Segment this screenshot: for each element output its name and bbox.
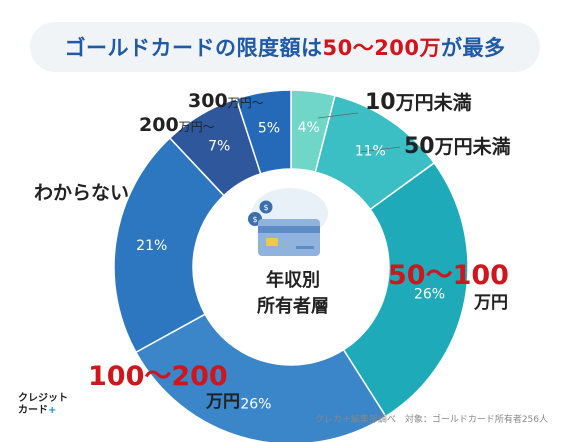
slice-3 bbox=[134, 313, 387, 442]
label-200-num: 200 bbox=[139, 114, 179, 136]
label-200: 200万円〜 bbox=[139, 116, 215, 135]
slice-pct-label-1: 11% bbox=[355, 143, 386, 159]
label-50-100-unit: 万円 bbox=[474, 293, 508, 313]
slice-pct-label-4: 21% bbox=[136, 238, 167, 254]
logo-line2: カード bbox=[18, 405, 48, 416]
svg-text:$: $ bbox=[263, 203, 268, 212]
donut-hole bbox=[194, 170, 388, 364]
label-10-unit: 万円未満 bbox=[395, 92, 472, 114]
slice-pct-label-0: 4% bbox=[298, 120, 320, 136]
credit-card-with-coins-icon: $ $ bbox=[248, 188, 328, 256]
label-unknown: わからない bbox=[34, 182, 130, 204]
leader-line-50 bbox=[359, 146, 401, 153]
logo-plus-icon: + bbox=[48, 405, 57, 416]
label-50-100: 50〜100 万円 bbox=[388, 260, 509, 313]
label-300-unit: 万円〜 bbox=[227, 96, 264, 110]
label-10: 10万円未満 bbox=[365, 92, 472, 114]
svg-text:$: $ bbox=[252, 215, 257, 224]
label-100-200: 100〜200 万円 bbox=[88, 363, 248, 411]
slice-pct-label-3: 26% bbox=[240, 397, 271, 413]
source-note: クレカ＋編集部調べ 対象：ゴールドカード所有者256人 bbox=[314, 415, 548, 425]
slice-4 bbox=[113, 136, 225, 354]
center-label: 年収別 所有者層 bbox=[240, 268, 346, 320]
logo-line1: クレジット bbox=[18, 393, 68, 404]
label-200-unit: 万円〜 bbox=[178, 120, 215, 134]
title-prefix: ゴールドカードの限度額は bbox=[64, 36, 323, 60]
slice-pct-label-2: 26% bbox=[414, 286, 445, 302]
center-label-line1: 年収別 bbox=[266, 270, 320, 291]
chart-title: ゴールドカードの限度額は 50〜200万 が最多 bbox=[30, 22, 540, 72]
title-suffix: が最多 bbox=[441, 36, 506, 60]
site-logo: クレジット カード+ bbox=[18, 393, 68, 417]
label-10-num: 10 bbox=[365, 90, 396, 115]
label-100-200-num: 100〜200 bbox=[88, 361, 228, 392]
leader-line-10 bbox=[317, 112, 359, 119]
slice-pct-label-5: 7% bbox=[208, 139, 230, 155]
title-highlight: 50〜200万 bbox=[322, 36, 442, 60]
label-100-200-unit: 万円 bbox=[206, 392, 240, 412]
label-50: 50万円未満 bbox=[404, 136, 511, 158]
slice-6 bbox=[235, 89, 292, 175]
slice-pct-label-6: 5% bbox=[258, 121, 280, 137]
label-300: 300万円〜 bbox=[188, 92, 264, 111]
slice-2 bbox=[342, 161, 469, 418]
label-50-100-num: 50〜100 bbox=[388, 260, 509, 291]
label-50-unit: 万円未満 bbox=[434, 136, 511, 158]
center-label-line2: 所有者層 bbox=[257, 296, 329, 317]
label-300-num: 300 bbox=[188, 90, 228, 112]
label-50-num: 50 bbox=[404, 134, 435, 159]
